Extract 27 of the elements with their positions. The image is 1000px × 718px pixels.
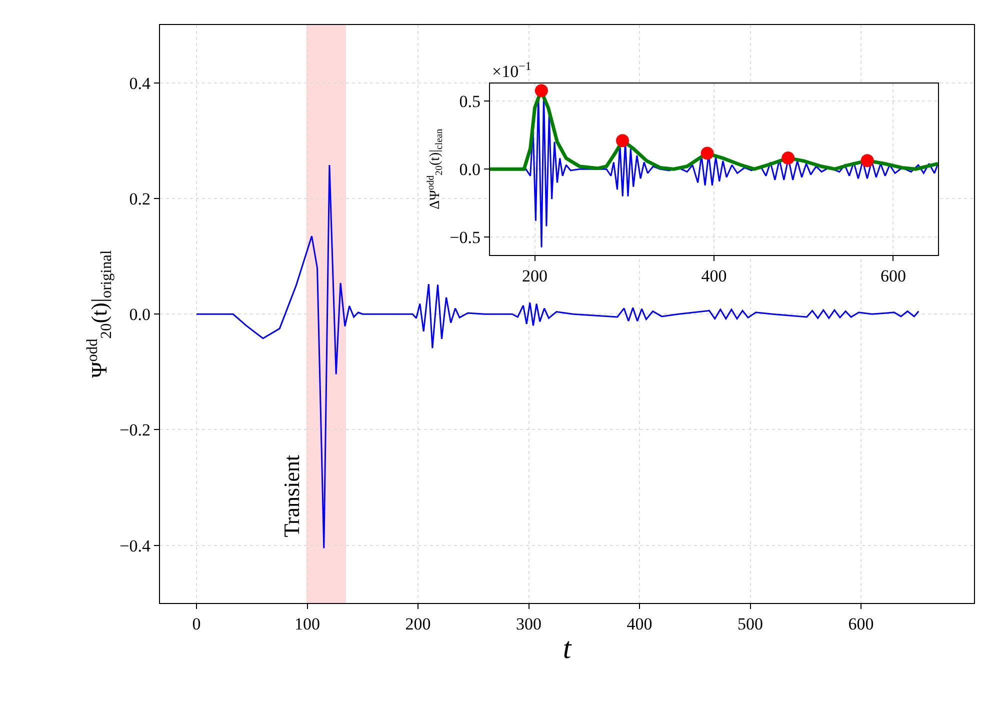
point — [616, 134, 630, 148]
x-tick-label: 500 — [738, 614, 764, 634]
x-tick-label: 300 — [516, 614, 542, 634]
band-label: Transient — [279, 454, 304, 538]
x-tick-label: 100 — [294, 614, 320, 634]
x-tick-label: 400 — [626, 614, 652, 634]
y-tick-label: 0.5 — [459, 92, 480, 111]
x-axis-title: t — [562, 632, 572, 666]
y-tick-label: 0.0 — [459, 160, 480, 180]
x-tick-label: 200 — [405, 614, 431, 634]
y-tick-label: −0.4 — [120, 536, 151, 556]
line-series — [196, 164, 920, 549]
x-tick-label: 400 — [701, 266, 727, 286]
x-tick-label: 200 — [522, 266, 548, 286]
y-tick-label: 0.0 — [129, 305, 150, 324]
x-tick-label: 0 — [192, 614, 201, 634]
x-tick-label: 600 — [880, 266, 906, 286]
point — [700, 146, 714, 160]
point — [782, 152, 795, 165]
x-tick-label: 600 — [848, 614, 874, 634]
y-tick-label: −0.2 — [120, 420, 150, 440]
point — [860, 154, 874, 168]
y-tick-label: 0.2 — [129, 189, 150, 208]
y-tick-label: −0.5 — [450, 228, 480, 248]
y-tick-label: 0.4 — [129, 74, 151, 93]
point — [534, 84, 548, 98]
annotation: ×10$^{−1}$ — [492, 59, 532, 82]
